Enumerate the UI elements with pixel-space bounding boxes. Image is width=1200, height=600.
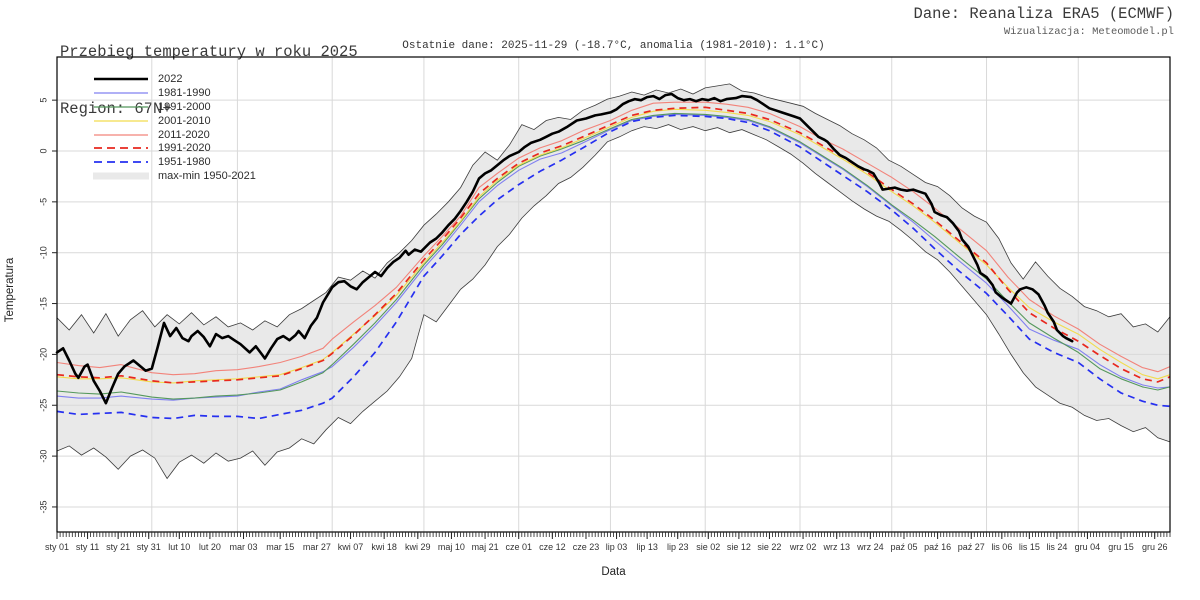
x-tick-label: lis 24 xyxy=(1046,542,1067,552)
x-tick-label: mar 15 xyxy=(266,542,294,552)
series-1951-1980 xyxy=(56,114,1171,420)
x-tick-label: sty 11 xyxy=(76,542,99,552)
legend-label: max-min 1950-2021 xyxy=(158,170,256,183)
legend-band-swatch xyxy=(93,172,149,180)
x-axis-minor-ticks xyxy=(56,532,1171,537)
legend-item: 1991-2000 xyxy=(93,100,256,114)
x-tick-label: lut 20 xyxy=(199,542,221,552)
x-tick-label: gru 15 xyxy=(1108,542,1134,552)
x-tick-label: lut 10 xyxy=(168,542,190,552)
x-tick-label: gru 04 xyxy=(1075,542,1101,552)
x-tick-label: mar 27 xyxy=(303,542,331,552)
legend-line-swatch xyxy=(94,77,148,81)
x-tick-label: wrz 24 xyxy=(856,542,884,552)
chart-legend: 2022 1981-1990 1991-2000 2001-2010 2011-2020… xyxy=(93,72,256,183)
legend-item: 2022 xyxy=(93,72,256,86)
y-axis-label: Temperatura xyxy=(4,257,16,323)
x-tick-label: cze 12 xyxy=(539,542,566,552)
x-tick-label: lip 03 xyxy=(606,542,628,552)
x-tick-label: paź 27 xyxy=(958,542,985,552)
chart-header-right: Dane: Reanaliza ERA5 (ECMWF) Wizualizacj… xyxy=(914,5,1174,38)
legend-line-swatch xyxy=(94,147,148,150)
legend-item: 1951-1980 xyxy=(93,155,256,169)
x-tick-label: paź 16 xyxy=(924,542,951,552)
x-tick-label: lip 13 xyxy=(636,542,658,552)
x-tick-label: kwi 18 xyxy=(371,542,397,552)
visualization-credit: Wizualizacja: Meteomodel.pl xyxy=(1003,26,1174,38)
legend-line-swatch xyxy=(94,119,148,122)
legend-line-swatch xyxy=(94,106,148,108)
series-1991-2000 xyxy=(56,112,1171,400)
x-tick-label: lis 06 xyxy=(991,542,1012,552)
x-axis-label: Data xyxy=(601,566,626,578)
last-data-note: Ostatnie dane: 2025-11-29 (-18.7°C, anom… xyxy=(402,40,825,52)
x-tick-label: cze 23 xyxy=(573,542,600,552)
y-tick-label: -10 xyxy=(38,246,48,259)
x-tick-label: lis 15 xyxy=(1019,542,1040,552)
band-upper-outline xyxy=(56,83,1171,337)
x-tick-label: kwi 07 xyxy=(338,542,364,552)
legend-item: max-min 1950-2021 xyxy=(93,169,256,183)
data-source-label: Dane: Reanaliza ERA5 (ECMWF) xyxy=(913,5,1174,23)
series-2022 xyxy=(55,92,1074,405)
y-tick-label: -35 xyxy=(38,500,48,513)
legend-label: 2022 xyxy=(158,72,183,85)
x-tick-label: maj 21 xyxy=(472,542,499,552)
x-tick-label: paź 05 xyxy=(890,542,917,552)
y-tick-label: -30 xyxy=(38,450,48,463)
x-tick-label: lip 23 xyxy=(667,542,689,552)
x-tick-label: sty 01 xyxy=(45,542,69,552)
legend-line-swatch xyxy=(94,161,148,164)
legend-label: 2011-2020 xyxy=(158,128,210,141)
x-tick-label: sty 21 xyxy=(106,542,130,552)
legend-label: 2001-2010 xyxy=(158,114,211,127)
legend-line-swatch xyxy=(94,133,148,136)
x-tick-label: sty 31 xyxy=(137,542,161,552)
x-tick-label: sie 12 xyxy=(727,542,751,552)
series-2011-2020 xyxy=(56,101,1171,376)
legend-label: 1951-1980 xyxy=(158,156,211,169)
y-tick-label: 0 xyxy=(38,148,48,153)
x-tick-label: maj 10 xyxy=(438,542,465,552)
legend-item: 1981-1990 xyxy=(93,86,256,100)
x-tick-label: sie 02 xyxy=(696,542,720,552)
legend-label: 1991-2020 xyxy=(158,142,211,155)
legend-label: 1991-2000 xyxy=(158,100,211,113)
x-tick-label: gru 26 xyxy=(1142,542,1168,552)
x-tick-label: mar 03 xyxy=(230,542,258,552)
x-tick-label: sie 22 xyxy=(757,542,781,552)
x-tick-label: cze 01 xyxy=(505,542,532,552)
x-tick-label: kwi 29 xyxy=(405,542,431,552)
y-tick-label: -15 xyxy=(38,297,48,310)
y-tick-label: 5 xyxy=(38,98,48,103)
series-2001-2010 xyxy=(56,108,1171,384)
band-lower-outline xyxy=(56,124,1171,480)
x-tick-label: wrz 02 xyxy=(789,542,817,552)
legend-label: 1981-1990 xyxy=(158,86,211,99)
legend-line-swatch xyxy=(94,92,148,94)
y-tick-label: -5 xyxy=(38,198,48,206)
legend-item: 2001-2010 xyxy=(93,114,256,128)
y-tick-label: -25 xyxy=(38,399,48,412)
legend-item: 1991-2020 xyxy=(93,141,256,155)
x-tick-label: wrz 13 xyxy=(822,542,850,552)
legend-item: 2011-2020 xyxy=(93,128,256,142)
y-tick-label: -20 xyxy=(38,348,48,361)
region-subtitle: Region: 67N+ xyxy=(60,100,172,118)
